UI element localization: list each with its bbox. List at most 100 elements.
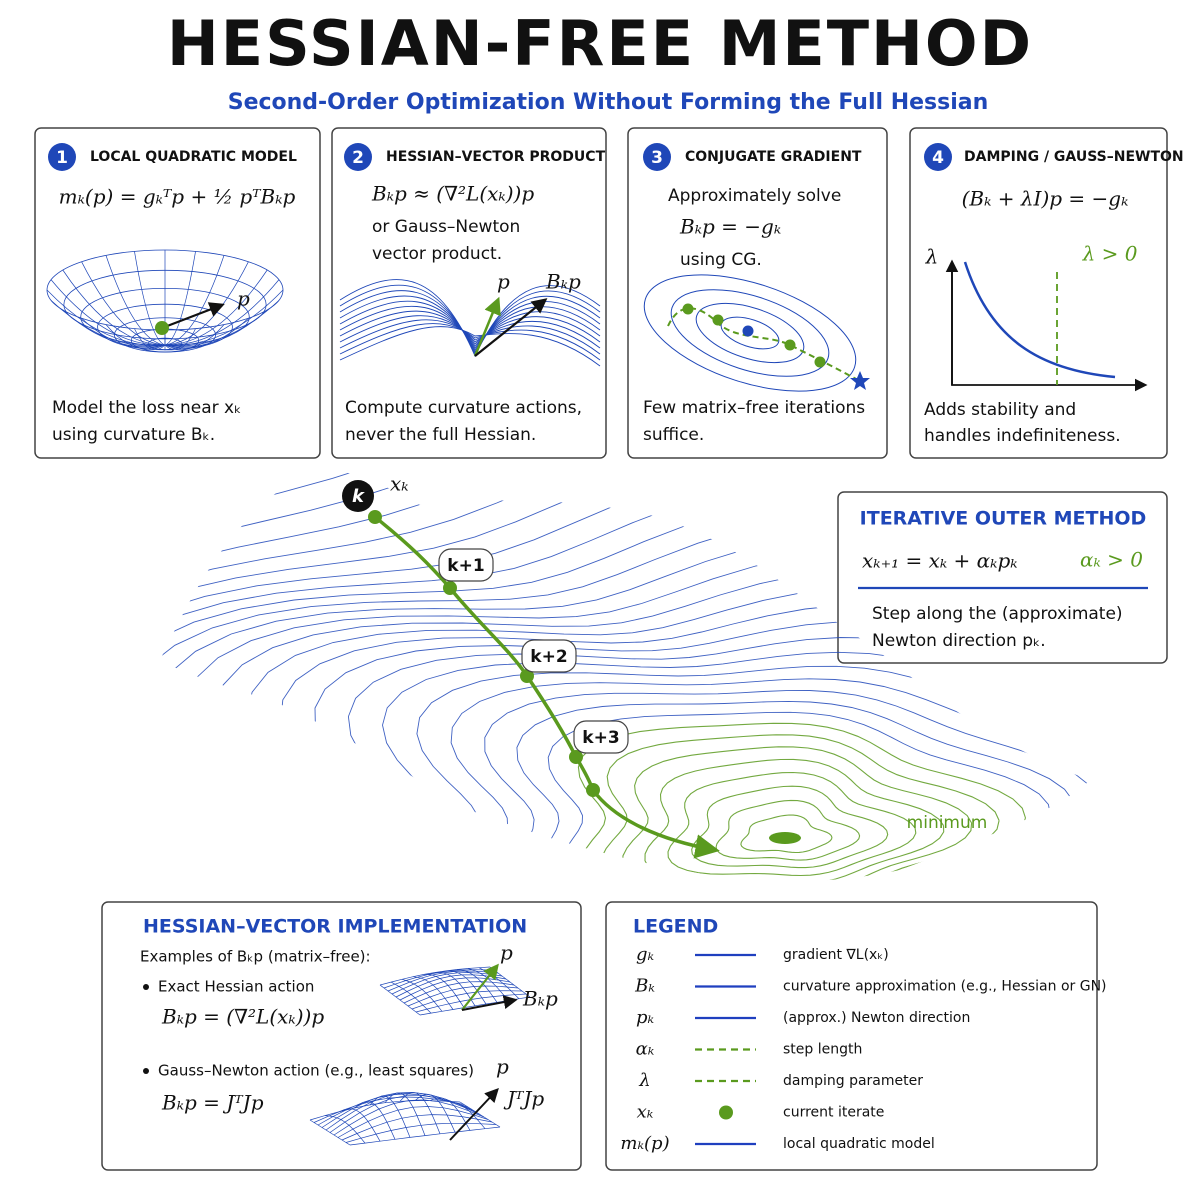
- panels-number: 2: [352, 148, 364, 168]
- outer-method-caption: Newton direction pₖ.: [872, 631, 1046, 651]
- landscape-iterates: k+1: [447, 556, 484, 576]
- panels-caption: handles indefiniteness.: [924, 426, 1121, 446]
- panels-labels: λ > 0: [1082, 242, 1138, 266]
- decor-line: [339, 310, 601, 345]
- impl-box: [101, 901, 582, 1171]
- decor-line: [164, 328, 196, 350]
- title: HESSIAN-FREE METHOD: [167, 7, 1033, 80]
- panels-heading: HESSIAN–VECTOR PRODUCT: [386, 149, 606, 165]
- decor-line: [373, 515, 720, 859]
- decor-line: [161, 302, 225, 330]
- panels-number: 1: [56, 148, 68, 168]
- legend-symbol: αₖ: [636, 1039, 655, 1060]
- iterate: [368, 510, 382, 524]
- landscape-contour: [740, 814, 833, 854]
- boxes: [34, 127, 1168, 1171]
- landscape-contour: [516, 700, 1075, 882]
- texts: HESSIAN-FREE METHOD Second-Order Optimiza…: [52, 7, 1184, 1154]
- panels-lines: vector product.: [372, 244, 502, 264]
- landscape-contour: [347, 637, 1090, 882]
- legend-description: step length: [783, 1042, 862, 1058]
- decor-line: [339, 319, 601, 355]
- panels-caption: Compute curvature actions,: [345, 398, 582, 418]
- contour: [643, 274, 857, 392]
- iterate: [443, 581, 457, 595]
- panels-lines: or Gauss–Newton: [372, 217, 520, 237]
- landscape-contour: [577, 722, 1027, 882]
- step-circle: [344, 143, 372, 171]
- decor-line: [164, 309, 268, 348]
- legend-box: [605, 901, 1098, 1171]
- landscape-contour: [547, 711, 1051, 882]
- landscape-contour: [215, 567, 1090, 882]
- legend-description: gradient ∇L(xₖ): [783, 947, 889, 963]
- landscape-point-label: xₖ: [390, 472, 409, 496]
- decor-line: [337, 1106, 489, 1138]
- decor-line: [414, 1093, 456, 1133]
- panels-caption: using curvature Bₖ.: [52, 425, 215, 445]
- outer-box: [837, 491, 1168, 664]
- outer-method-condition: αₖ > 0: [1080, 548, 1143, 572]
- contour: [695, 302, 805, 364]
- iterate: [586, 783, 600, 797]
- panels-caption: Model the loss near xₖ: [52, 398, 241, 418]
- legend-symbol: Bₖ: [634, 976, 655, 997]
- landscape-iterates: k+2: [530, 647, 567, 667]
- outer-method-formula: xₖ₊₁ = xₖ + αₖpₖ: [862, 549, 1018, 573]
- decor-line: [339, 305, 601, 347]
- decor-line: [164, 289, 284, 346]
- panels-heading: DAMPING / GAUSS–NEWTON: [964, 149, 1184, 165]
- decor-line: [339, 1108, 381, 1142]
- iterate: [520, 669, 534, 683]
- decor-line: [456, 969, 498, 1003]
- point: [155, 321, 169, 335]
- panels-caption: suffice.: [643, 425, 704, 445]
- panels-heading: CONJUGATE GRADIENT: [685, 149, 862, 165]
- decor-line: [407, 985, 519, 1007]
- panel-box: [909, 127, 1168, 459]
- decor-line: [459, 1101, 501, 1128]
- landscape-iterates: k+3: [582, 728, 619, 748]
- panels-labels: p: [497, 270, 510, 294]
- outer-method-caption: Step along the (approximate): [872, 604, 1123, 624]
- decor-line: [434, 972, 476, 1006]
- landscape-contour: [691, 785, 889, 869]
- iterate-bubble: [438, 548, 494, 582]
- legend-symbol: gₖ: [636, 944, 655, 965]
- decor-line: [951, 262, 1148, 392]
- decor-line: [474, 298, 548, 357]
- panels-lines: Bₖp ≈ (∇²L(xₖ))p: [371, 182, 534, 206]
- decor-line: [339, 295, 601, 351]
- decor-line: [384, 1092, 426, 1136]
- decor-line: [105, 255, 166, 346]
- decor-line: [164, 279, 280, 346]
- decor-line: [339, 323, 601, 361]
- cg-iterate: [742, 325, 754, 337]
- legend-symbol: pₖ: [636, 1007, 655, 1028]
- cg-iterate: [784, 339, 796, 351]
- decor-line: [339, 290, 601, 353]
- step-circle: [924, 143, 952, 171]
- panels-lines: mₖ(p) = gₖᵀp + ½ pᵀBₖp: [59, 185, 296, 209]
- panels-heading: LOCAL QUADRATIC MODEL: [90, 149, 297, 165]
- landscape-minimum-label: minimum: [907, 813, 988, 833]
- legend-title: LEGEND: [633, 916, 718, 938]
- decor-line: [411, 990, 523, 1010]
- legend-description: local quadratic model: [783, 1136, 935, 1152]
- landscape-contour: [484, 690, 1090, 882]
- panels-number: 3: [651, 148, 663, 168]
- bullet: [143, 1068, 149, 1074]
- implementation-items-labels: p: [500, 941, 513, 965]
- decor-line: [62, 269, 166, 346]
- implementation-intro: Examples of Bₖp (matrix–free):: [140, 948, 371, 966]
- panels-labels: p: [237, 287, 250, 311]
- legend-description: curvature approximation (e.g., Hessian o…: [783, 979, 1107, 995]
- decor-line: [81, 261, 166, 346]
- panels-caption: Adds stability and: [924, 400, 1076, 420]
- decor-line: [105, 324, 166, 350]
- panels-lines: using CG.: [680, 250, 762, 270]
- landscape-contour: [621, 746, 973, 882]
- landscape-contour: [450, 678, 1090, 882]
- minimum: [769, 832, 801, 844]
